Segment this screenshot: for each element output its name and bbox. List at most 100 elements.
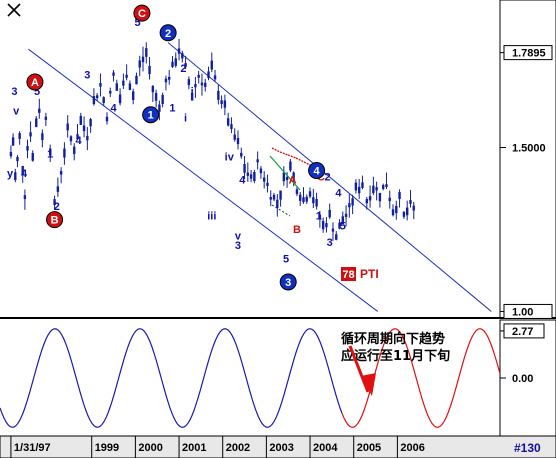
price-bar-body <box>141 56 145 63</box>
price-bar-body <box>335 234 338 240</box>
price-bar-body <box>213 75 217 80</box>
wave-label: 2 <box>180 63 186 75</box>
price-bar-body <box>354 182 358 191</box>
price-bar-body <box>292 172 295 180</box>
price-bar-body <box>357 186 361 194</box>
price-bar-body <box>289 161 292 171</box>
wave-label: y <box>7 168 14 180</box>
price-bar-body <box>118 94 122 104</box>
price-bar-body <box>269 197 272 200</box>
price-bar-body <box>109 90 112 94</box>
time-tick-label: 2001 <box>182 442 206 454</box>
price-bar-body <box>154 92 158 101</box>
price-bar-body <box>372 185 375 194</box>
price-bar-body <box>151 85 155 93</box>
price-bar-body <box>406 207 409 216</box>
price-bars <box>9 38 415 241</box>
price-bar-body <box>325 223 328 228</box>
price-bar-body <box>321 220 325 230</box>
wave-label: 3 <box>11 86 17 98</box>
price-bar-body <box>168 76 171 80</box>
time-tick-label: 2004 <box>313 442 338 454</box>
price-bar-body <box>361 182 364 188</box>
price-bar-body <box>302 197 305 203</box>
price-bar-body <box>262 177 266 182</box>
price-bar-body <box>402 211 406 217</box>
pti-number: 78 <box>342 269 354 281</box>
price-bar-body <box>308 191 312 197</box>
price-bar-body <box>348 203 351 208</box>
price-bar-body <box>138 60 141 68</box>
price-bar-body <box>259 168 263 174</box>
price-bar-body <box>128 83 132 90</box>
price-tick-label: 1.5000 <box>512 143 546 155</box>
wave-label: 5 <box>340 220 346 232</box>
price-bar-body <box>135 75 138 85</box>
price-tick-label: 1.00 <box>512 306 533 318</box>
channel-line-upper <box>167 42 492 312</box>
price-panel <box>0 0 500 318</box>
annotation-arrow-icon <box>348 345 376 396</box>
price-bar-body <box>266 182 269 186</box>
wave-label: iv <box>225 152 235 164</box>
price-bar-body <box>299 194 302 201</box>
cycle-annotation-line1: 循环周期向下趋势 <box>341 331 445 347</box>
price-bar-body <box>226 118 230 126</box>
price-bar-body <box>246 172 250 176</box>
price-bar-body <box>328 209 331 218</box>
wave-label: 4 <box>335 188 342 200</box>
close-x-icon[interactable] <box>7 3 21 17</box>
price-bar-body <box>282 172 286 182</box>
price-bar-body <box>21 165 24 175</box>
circled-label-disc <box>279 273 297 291</box>
price-bar-body <box>161 94 164 105</box>
price-bar-body <box>315 198 318 207</box>
wave-label: 4 <box>21 168 28 180</box>
price-bar-body <box>35 118 38 128</box>
price-bar-body <box>11 137 15 146</box>
price-bar-body <box>92 96 96 105</box>
price-bar-body <box>272 194 276 200</box>
price-bar-body <box>243 164 246 173</box>
price-bar-body <box>112 72 115 76</box>
wave-label: i <box>184 112 187 124</box>
circled-wave-labels: C 2 A B 1 3 4 <box>26 4 326 291</box>
circled-label-text: C <box>138 8 146 20</box>
price-bar-body <box>344 213 348 218</box>
price-bar-body <box>86 135 89 141</box>
price-bar-body <box>56 186 60 192</box>
pti-label: PTI <box>360 267 379 281</box>
time-tick-label: 1999 <box>95 442 119 454</box>
price-tick-box <box>503 303 553 319</box>
price-bar-body <box>44 116 48 120</box>
price-bar-body <box>285 176 289 180</box>
wave-label: i <box>191 86 194 98</box>
price-bar-body <box>375 187 378 191</box>
circled-label-disc <box>26 73 44 91</box>
wave-label: 1 <box>47 148 53 160</box>
price-bar-body <box>82 125 86 132</box>
price-bar-body <box>381 185 385 189</box>
osc-tick-label: 2.77 <box>512 326 533 338</box>
price-bar-body <box>331 228 335 232</box>
circled-label-text: A <box>31 77 39 89</box>
circled-label-text: B <box>51 215 59 227</box>
wave-label: 2 <box>54 201 60 213</box>
price-bar-body <box>409 200 412 204</box>
circled-label-disc <box>46 211 64 229</box>
projection-arc-red <box>295 157 305 163</box>
wave-label: 3 <box>327 237 333 249</box>
price-bar-body <box>194 84 197 88</box>
price-bar-body <box>125 74 128 78</box>
price-bar-body <box>41 133 44 141</box>
pti-badge: 78 PTI <box>341 267 379 281</box>
price-bar-body <box>378 192 382 202</box>
projection-arc-red <box>271 147 281 153</box>
time-tick-label: 2005 <box>357 442 381 454</box>
price-bar-body <box>79 115 82 126</box>
price-bar-body <box>233 134 236 140</box>
wave-label: iii <box>207 211 216 223</box>
price-bar-body <box>102 97 105 103</box>
